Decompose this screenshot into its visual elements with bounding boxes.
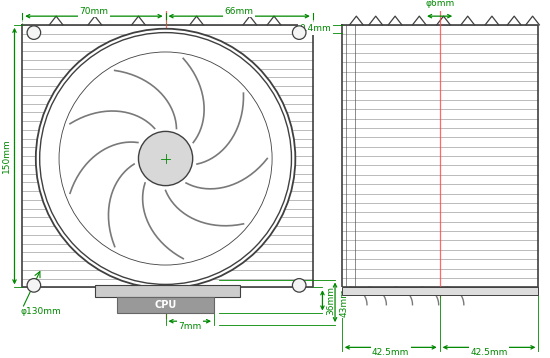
Text: CPU: CPU [155, 300, 177, 310]
Circle shape [27, 26, 41, 39]
Text: φ130mm: φ130mm [20, 307, 61, 316]
Text: 7mm: 7mm [178, 321, 201, 330]
Text: 66mm: 66mm [224, 7, 254, 16]
Text: 36mm: 36mm [327, 286, 336, 315]
Circle shape [27, 279, 41, 292]
Text: 70mm: 70mm [79, 7, 108, 16]
Text: 150mm: 150mm [2, 139, 11, 174]
Bar [95, 285, 240, 297]
Text: φ6mm: φ6mm [425, 0, 454, 8]
Circle shape [139, 131, 192, 186]
Text: 0.4mm: 0.4mm [300, 24, 332, 33]
Bar [342, 287, 538, 295]
Text: 42.5mm: 42.5mm [372, 348, 409, 357]
Circle shape [293, 279, 306, 292]
Bar [117, 297, 214, 314]
Circle shape [293, 26, 306, 39]
Circle shape [36, 29, 295, 288]
Text: 42.5mm: 42.5mm [470, 348, 508, 357]
Text: 43mm: 43mm [339, 288, 348, 317]
